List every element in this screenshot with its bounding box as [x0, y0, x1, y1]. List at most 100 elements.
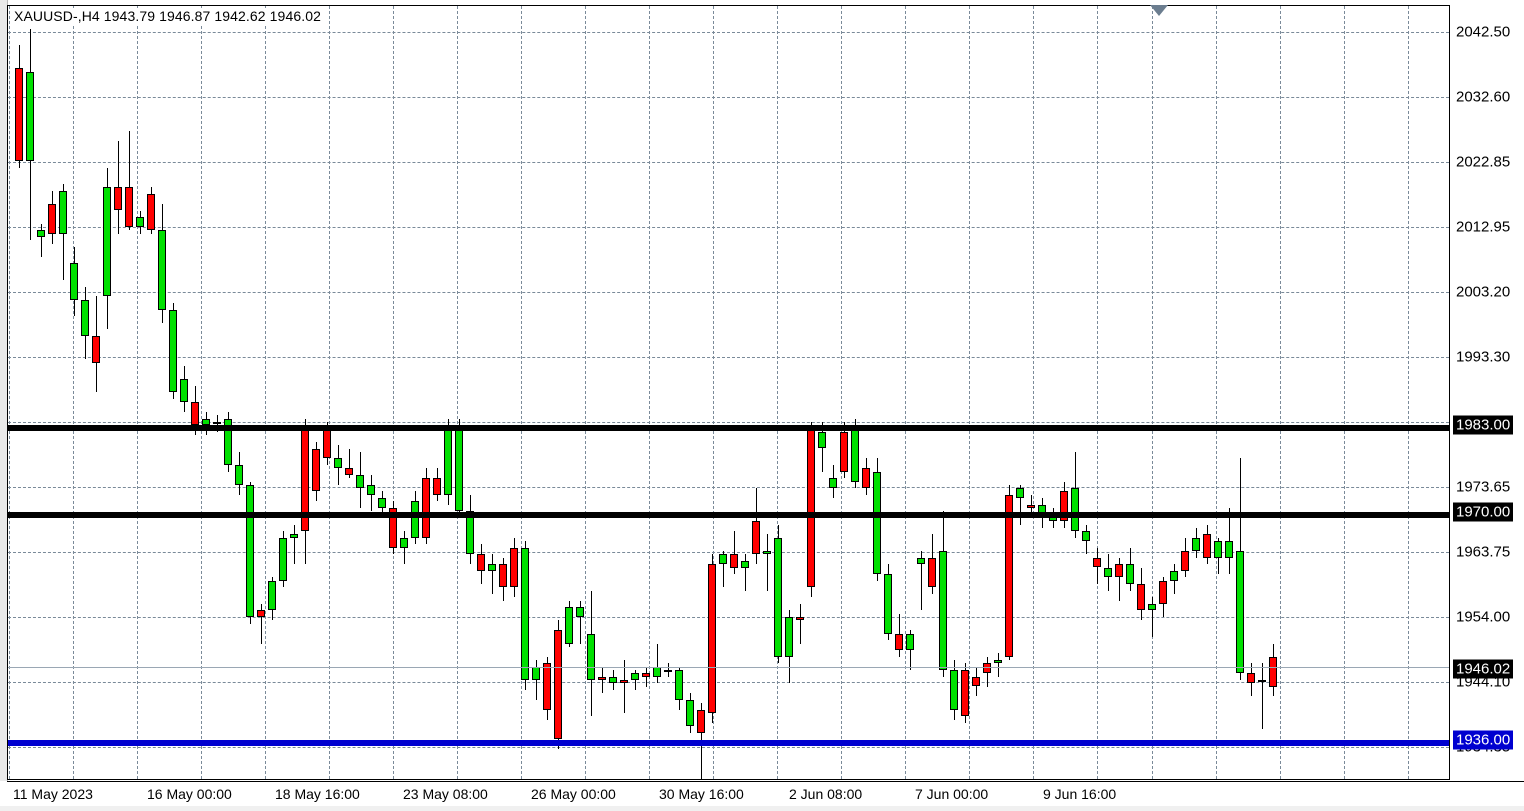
- candle-wick: [404, 531, 405, 565]
- price-level-resistance-1983[interactable]: [8, 425, 1449, 431]
- vertical-gridline: [201, 6, 202, 779]
- price-level-label-1946-02[interactable]: 1946.02: [1453, 659, 1514, 679]
- vertical-gridline: [1216, 6, 1217, 779]
- candle-body-up: [37, 230, 45, 237]
- candle-body-down: [840, 431, 848, 472]
- price-level-label-1936-00[interactable]: 1936.00: [1453, 730, 1514, 750]
- candle-body-down: [1027, 504, 1035, 508]
- candle-wick: [745, 554, 746, 591]
- candle-body-down: [257, 610, 265, 618]
- candle-body-down: [961, 669, 969, 717]
- vertical-gridline: [649, 6, 650, 779]
- vertical-gridline: [137, 6, 138, 779]
- candle-body-up: [455, 425, 463, 512]
- candle-body-down: [708, 564, 716, 713]
- candle-body-down: [422, 478, 430, 538]
- candle-body-up: [532, 666, 540, 680]
- candle-body-up: [1170, 570, 1178, 581]
- candle-body-down: [895, 633, 903, 651]
- horizontal-gridline: [8, 162, 1449, 163]
- candle-body-down: [598, 676, 606, 680]
- candle-body-down: [1258, 679, 1266, 682]
- candle-wick: [349, 448, 350, 479]
- candle-body-up: [884, 574, 892, 634]
- candle-wick: [910, 630, 911, 670]
- vertical-gridline: [9, 6, 10, 779]
- time-cursor-marker-icon: [1150, 5, 1168, 16]
- candle-body-up: [136, 217, 144, 228]
- price-level-support-1936[interactable]: [8, 740, 1449, 746]
- candle-body-up: [279, 537, 287, 581]
- candle-body-up: [686, 699, 694, 727]
- candle-wick: [492, 554, 493, 594]
- price-level-label-1970-00[interactable]: 1970.00: [1453, 502, 1514, 522]
- candle-body-up: [576, 607, 584, 618]
- candle-body-up: [1236, 550, 1244, 674]
- candle-body-up: [356, 474, 364, 489]
- candle-wick: [734, 531, 735, 575]
- price-tick-label: 1993.30: [1456, 348, 1511, 366]
- horizontal-gridline: [8, 292, 1449, 293]
- price-scale[interactable]: 2042.50 2032.60 2022.85 2012.95 2003.20 1993.…: [1450, 5, 1524, 780]
- vertical-gridline: [713, 6, 714, 779]
- candle-body-down: [345, 468, 353, 475]
- price-level-current-price[interactable]: [8, 667, 1449, 668]
- bottom-edge-strip: [0, 806, 1524, 811]
- time-tick-label: 23 May 08:00: [403, 786, 488, 802]
- vertical-gridline: [969, 6, 970, 779]
- candle-body-up: [81, 299, 89, 337]
- candle-body-up: [290, 534, 298, 538]
- candle-body-up: [950, 669, 958, 710]
- candle-wick: [767, 534, 768, 591]
- candle-wick: [1119, 557, 1120, 601]
- chart-plot-area[interactable]: [7, 5, 1450, 780]
- candle-body-up: [587, 633, 595, 680]
- candle-body-down: [730, 554, 738, 568]
- vertical-gridline: [1408, 6, 1409, 779]
- candle-body-up: [785, 617, 793, 657]
- candle-wick: [1262, 663, 1263, 730]
- candle-wick: [261, 603, 262, 644]
- candle-body-up: [763, 550, 771, 555]
- candle-body-down: [862, 468, 870, 489]
- candle-body-up: [1192, 537, 1200, 551]
- vertical-gridline: [777, 6, 778, 779]
- candle-body-down: [125, 187, 133, 228]
- candle-body-down: [752, 521, 760, 555]
- candle-body-down: [499, 564, 507, 588]
- candle-wick: [646, 666, 647, 687]
- candle-body-down: [389, 508, 397, 548]
- price-tick-label: 2003.20: [1456, 283, 1511, 301]
- candle-wick: [118, 141, 119, 234]
- price-tick-label: 1973.65: [1456, 478, 1511, 496]
- candle-body-up: [158, 230, 166, 310]
- candle-body-up: [565, 607, 573, 644]
- candle-body-up: [180, 379, 188, 403]
- candle-body-up: [466, 511, 474, 555]
- candle-body-up: [213, 422, 221, 425]
- candle-wick: [580, 600, 581, 644]
- candle-body-down: [983, 663, 991, 674]
- candle-body-up: [169, 309, 177, 393]
- candle-body-up: [103, 187, 111, 297]
- candle-body-up: [1071, 488, 1079, 532]
- price-level-label-1983-00[interactable]: 1983.00: [1453, 415, 1514, 435]
- vertical-gridline: [329, 6, 330, 779]
- vertical-gridline: [393, 6, 394, 779]
- time-tick-label: 16 May 00:00: [147, 786, 232, 802]
- price-level-resistance-1970[interactable]: [8, 512, 1449, 518]
- vertical-gridline: [1033, 6, 1034, 779]
- candle-body-up: [1104, 567, 1112, 578]
- candle-body-up: [444, 425, 452, 495]
- time-tick-label: 7 Jun 00:00: [915, 786, 989, 802]
- candle-body-down: [147, 193, 155, 231]
- candle-body-up: [906, 633, 914, 651]
- candle-wick: [921, 550, 922, 611]
- candle-body-up: [268, 580, 276, 611]
- horizontal-gridline: [8, 97, 1449, 98]
- candle-body-up: [70, 263, 78, 300]
- candle-body-down: [642, 673, 650, 677]
- chart-canvas: [8, 6, 1449, 779]
- candle-body-down: [1181, 550, 1189, 571]
- candle-body-up: [829, 478, 837, 489]
